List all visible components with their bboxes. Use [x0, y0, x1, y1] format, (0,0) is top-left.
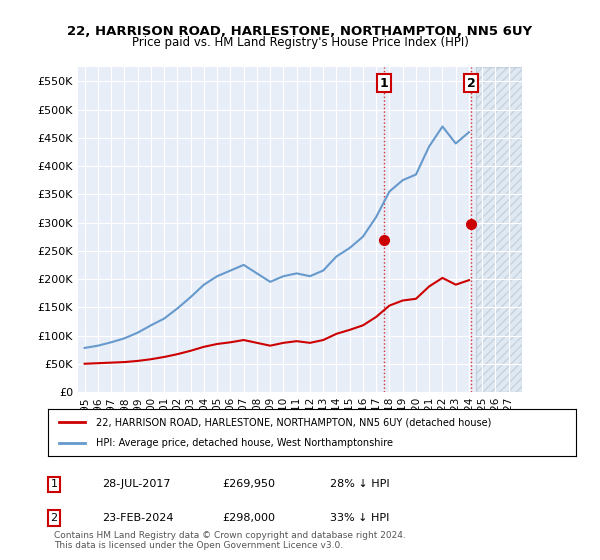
Bar: [476, 67, 522, 392]
Text: 1: 1: [50, 479, 58, 489]
Text: 33% ↓ HPI: 33% ↓ HPI: [330, 513, 389, 523]
Text: 22, HARRISON ROAD, HARLESTONE, NORTHAMPTON, NN5 6UY: 22, HARRISON ROAD, HARLESTONE, NORTHAMPT…: [67, 25, 533, 38]
Text: 23-FEB-2024: 23-FEB-2024: [102, 513, 173, 523]
Text: 28-JUL-2017: 28-JUL-2017: [102, 479, 170, 489]
Text: 28% ↓ HPI: 28% ↓ HPI: [330, 479, 389, 489]
Text: £298,000: £298,000: [222, 513, 275, 523]
Text: Contains HM Land Registry data © Crown copyright and database right 2024.
This d: Contains HM Land Registry data © Crown c…: [54, 530, 406, 550]
Text: 2: 2: [50, 513, 58, 523]
Text: 22, HARRISON ROAD, HARLESTONE, NORTHAMPTON, NN5 6UY (detached house): 22, HARRISON ROAD, HARLESTONE, NORTHAMPT…: [95, 417, 491, 427]
Text: Price paid vs. HM Land Registry's House Price Index (HPI): Price paid vs. HM Land Registry's House …: [131, 36, 469, 49]
Bar: [476, 67, 522, 392]
Text: £269,950: £269,950: [222, 479, 275, 489]
Text: 1: 1: [379, 77, 388, 90]
Text: 2: 2: [467, 77, 475, 90]
Text: HPI: Average price, detached house, West Northamptonshire: HPI: Average price, detached house, West…: [95, 438, 392, 448]
